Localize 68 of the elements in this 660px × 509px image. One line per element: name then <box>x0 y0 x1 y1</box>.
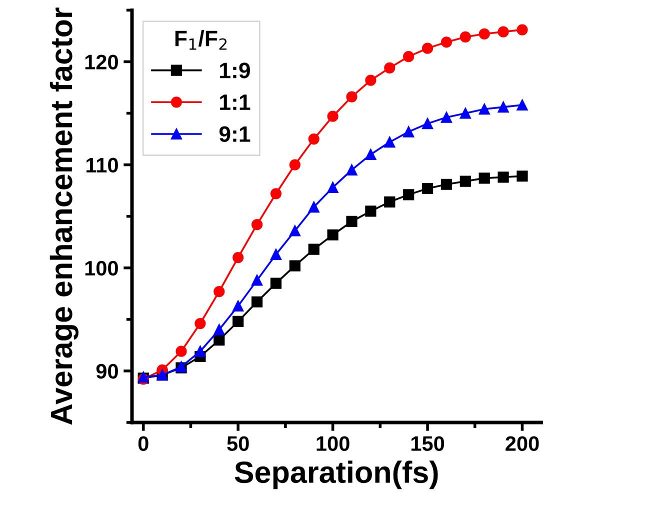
point <box>403 51 414 62</box>
point <box>194 346 206 357</box>
point <box>440 36 452 48</box>
point <box>232 252 244 264</box>
point <box>270 188 282 200</box>
point <box>289 225 300 236</box>
point <box>346 91 358 102</box>
point <box>308 244 320 255</box>
point <box>327 229 338 240</box>
x-tick-label: 150 <box>411 436 444 451</box>
point <box>308 201 320 213</box>
x-tick-label: 50 <box>227 436 249 451</box>
point <box>232 300 244 312</box>
point <box>403 126 414 138</box>
point <box>365 74 376 86</box>
point <box>384 136 396 148</box>
point <box>194 318 206 330</box>
point <box>365 206 376 217</box>
point <box>498 102 509 113</box>
x-axis-title: Separation(fs) <box>234 460 438 490</box>
x-tick-label: 0 <box>138 436 148 451</box>
point <box>460 108 471 119</box>
point <box>516 24 528 36</box>
point <box>516 99 528 111</box>
point <box>346 216 358 228</box>
point <box>289 260 300 272</box>
point <box>232 316 244 328</box>
point <box>384 196 396 208</box>
legend-label: 1:9 <box>220 62 250 78</box>
point <box>460 31 471 43</box>
point <box>214 286 225 298</box>
legend-title: F$_{1}$/F$_{2}$ <box>175 30 227 50</box>
point <box>498 172 509 183</box>
point <box>365 148 376 160</box>
point <box>498 26 509 38</box>
point <box>289 159 300 170</box>
y-tick-label: 110 <box>86 158 118 173</box>
point <box>214 324 225 336</box>
point <box>251 274 263 286</box>
point <box>478 172 490 184</box>
point <box>478 28 490 40</box>
point <box>478 104 490 115</box>
y-axis-title: Average enhancement factor <box>50 8 78 425</box>
point <box>440 112 452 123</box>
point <box>403 189 414 200</box>
legend-label: 9:1 <box>219 126 250 142</box>
y-tick-label: 120 <box>85 54 118 70</box>
point <box>384 62 396 74</box>
point <box>270 278 282 289</box>
point <box>422 182 434 194</box>
y-tick-label: 90 <box>96 364 118 379</box>
point <box>516 170 528 182</box>
legend-label: 1:1 <box>220 94 250 110</box>
x-tick-label: 200 <box>506 436 539 451</box>
point <box>251 219 263 230</box>
point <box>176 346 187 357</box>
point <box>308 133 320 145</box>
point <box>440 178 452 190</box>
y-tick-label: 100 <box>85 260 118 276</box>
point <box>460 176 471 187</box>
x-tick-label: 100 <box>316 436 350 451</box>
point <box>422 118 434 130</box>
point <box>346 164 358 176</box>
point <box>251 296 263 308</box>
point <box>327 182 338 194</box>
point <box>270 248 282 260</box>
point <box>422 42 434 54</box>
point <box>327 110 338 122</box>
